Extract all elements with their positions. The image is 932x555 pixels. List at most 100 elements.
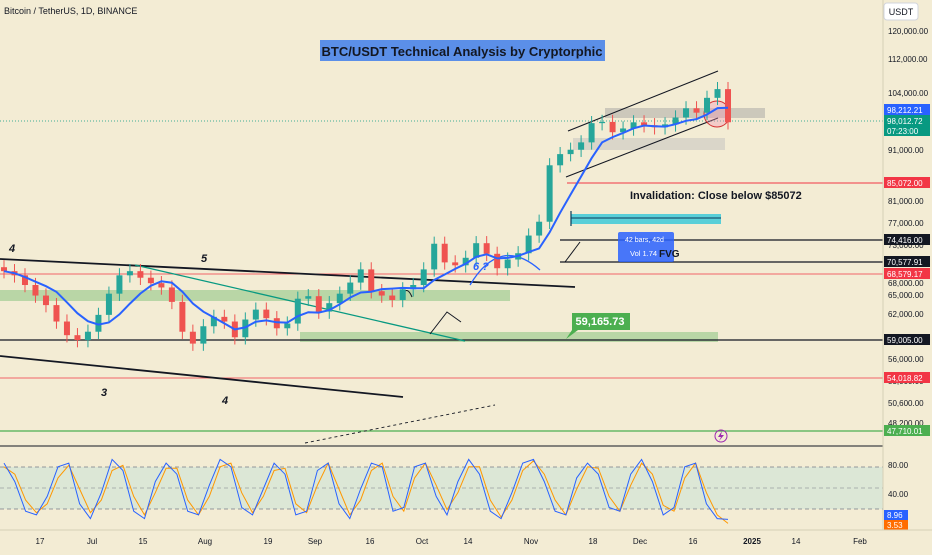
price-tick-label: 112,000.00 xyxy=(888,55,928,64)
candle-body xyxy=(95,314,102,332)
wave-label-4a: 4 xyxy=(8,243,15,255)
price-tick-label: 104,000.00 xyxy=(888,89,929,98)
price-tick-label: 56,000.00 xyxy=(888,355,924,364)
time-tick-label: Aug xyxy=(198,537,212,546)
candle-body xyxy=(168,287,175,302)
measure-vol-label: Vol 1.74 xyxy=(630,249,657,258)
time-tick-label: 15 xyxy=(139,537,148,546)
price-tick-label: 120,000.00 xyxy=(888,27,929,36)
price-tag-label: 98,012.72 xyxy=(887,117,923,126)
candle-body xyxy=(672,117,679,125)
candle-body xyxy=(263,309,270,319)
candle-body xyxy=(609,121,616,133)
support-zone-upper xyxy=(0,290,510,301)
time-tick-label: Oct xyxy=(416,537,429,546)
price-tag-bg xyxy=(884,268,930,279)
candle-body xyxy=(399,289,406,300)
wave-label-3: 3 xyxy=(101,387,107,399)
candle-body xyxy=(315,296,322,312)
title-box xyxy=(320,40,605,61)
stoch-d-line xyxy=(3,460,729,524)
wave-label-4b: 4 xyxy=(221,395,228,407)
candle-body xyxy=(420,269,427,286)
zones-layer xyxy=(0,70,883,447)
osc-tag-label: 8.96 xyxy=(887,511,903,520)
dashed-projection xyxy=(304,404,496,444)
lightning-icon[interactable] xyxy=(714,429,728,443)
candle-body xyxy=(42,295,49,306)
measure-box xyxy=(618,232,674,262)
candle-body xyxy=(179,301,186,332)
cup-arc xyxy=(469,254,541,286)
candle-body xyxy=(630,122,637,129)
currency-button[interactable] xyxy=(883,2,919,21)
candle-body xyxy=(567,149,574,155)
candle-body xyxy=(441,243,448,263)
time-tick-label: Nov xyxy=(524,537,538,546)
price-tick-label: 48,200.00 xyxy=(888,419,924,428)
zigzag-arrow xyxy=(429,311,462,335)
candle-body xyxy=(431,243,438,270)
candle-body xyxy=(252,309,259,320)
osc-tick-label: 40.00 xyxy=(888,490,909,499)
candle-body xyxy=(704,97,711,113)
candle-body xyxy=(21,275,28,286)
price-tick-label: 65,000.00 xyxy=(888,291,924,300)
candle-body xyxy=(378,291,385,296)
price-tag-label: 98,212.21 xyxy=(887,106,923,115)
candle-body xyxy=(620,128,627,133)
candle-body xyxy=(53,305,60,322)
price-tag-bg xyxy=(884,125,930,136)
range-box xyxy=(573,138,725,150)
price-tag-label: 68,579.17 xyxy=(887,270,923,279)
candle-body xyxy=(494,253,501,269)
time-axis[interactable]: 17 Jul 15 Aug 19 Sep 16 Oct 14 Nov 18 Dec 16 2025 14 Fe… xyxy=(36,537,868,546)
price-tick-label: 50,600.00 xyxy=(888,399,924,408)
price-tag-bg xyxy=(884,177,930,188)
time-tick-label: Feb xyxy=(853,537,867,546)
candle-body xyxy=(336,293,343,304)
candle-body xyxy=(74,335,81,341)
descending-channel-bottom xyxy=(0,355,404,398)
price-tag-label: 54,018.82 xyxy=(887,374,923,383)
candle-body xyxy=(599,121,606,124)
time-tick-label: Dec xyxy=(633,537,647,546)
fvg-box xyxy=(571,214,721,224)
candle-body xyxy=(147,277,154,284)
candle-body xyxy=(557,154,564,166)
price-tick-label: 81,000.00 xyxy=(888,197,924,206)
support-callout xyxy=(566,313,630,339)
osc-tag-bg xyxy=(884,510,908,520)
osc-tag-bg xyxy=(884,520,908,530)
candle-body xyxy=(714,89,721,98)
price-tick-label: 77,000.00 xyxy=(888,219,924,228)
candle-body xyxy=(357,269,364,283)
price-tag-bg xyxy=(884,104,930,115)
candle-body xyxy=(200,326,207,344)
time-tick-label: 19 xyxy=(264,537,273,546)
wave-label-5: 5 xyxy=(201,253,208,265)
candle-body xyxy=(210,316,217,327)
candles-layer xyxy=(1,81,731,351)
symbol-label[interactable]: Bitcoin / TetherUS, 1D, BINANCE xyxy=(4,6,137,16)
time-tick-label: 17 xyxy=(36,537,45,546)
price-tag-label: 59,005.00 xyxy=(887,336,923,345)
candle-body xyxy=(32,285,39,296)
currency-button-label[interactable]: USDT xyxy=(889,7,914,17)
candle-body xyxy=(326,303,333,312)
candle-body xyxy=(578,142,585,150)
candle-body xyxy=(284,323,291,329)
candle-body xyxy=(525,235,532,254)
time-tick-label: Jul xyxy=(87,537,97,546)
candle-body xyxy=(473,243,480,258)
measure-bars-label: 42 bars, 42d xyxy=(625,237,664,244)
support-zone-lower xyxy=(300,332,718,342)
time-tick-label: 16 xyxy=(689,537,698,546)
price-tag-label: 47,710.01 xyxy=(887,427,923,436)
candle-body xyxy=(126,271,133,276)
fvg-label: FVG xyxy=(659,249,680,260)
price-tag-label: 74,416.00 xyxy=(887,236,923,245)
